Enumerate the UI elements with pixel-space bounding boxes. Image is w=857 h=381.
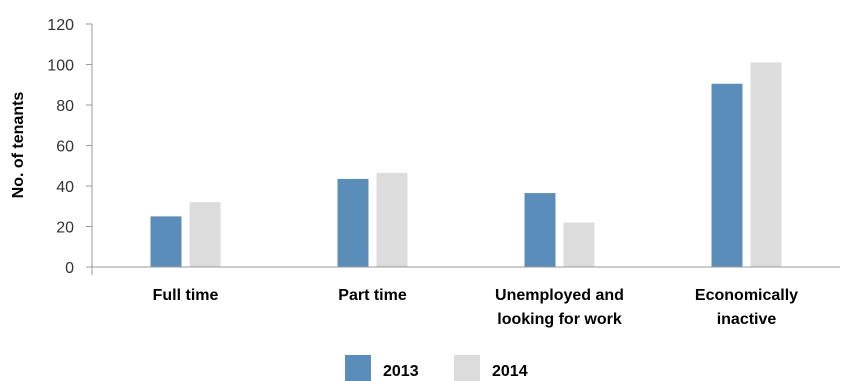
- bar-2014-3: [750, 62, 782, 267]
- x-category-label-line: Economically: [695, 287, 798, 304]
- legend-label-2014: 2014: [492, 363, 528, 380]
- y-axis: 0 20 40 60 80 100 120: [47, 17, 93, 277]
- legend-swatch-2013: [345, 355, 371, 381]
- y-tick-label: 0: [65, 260, 74, 277]
- y-axis-label: No. of tenants: [10, 92, 27, 199]
- y-tick-label: 120: [47, 17, 74, 34]
- y-tick-label: 100: [47, 58, 74, 75]
- x-category-label-line: inactive: [717, 311, 777, 328]
- legend: 2013 2014: [345, 355, 528, 381]
- bar-2014-0: [189, 202, 221, 267]
- bars: [150, 62, 782, 267]
- legend-swatch-2014: [454, 355, 480, 381]
- bar-2013-3: [711, 83, 743, 267]
- x-category-label-line: looking for work: [497, 311, 622, 328]
- x-category-label-line: Full time: [153, 287, 219, 304]
- x-category-label: Economically inactive: [695, 287, 798, 328]
- bar-2013-2: [524, 193, 556, 267]
- x-axis: Full time Part time Unemployed and looking …: [92, 266, 840, 328]
- y-tick-label: 60: [56, 139, 74, 156]
- bar-2014-1: [376, 172, 408, 267]
- legend-label-2013: 2013: [383, 363, 419, 380]
- x-category-label: Full time: [153, 287, 219, 304]
- x-category-label: Unemployed and looking for work: [495, 287, 624, 328]
- y-tick-label: 20: [56, 220, 74, 237]
- bar-2013-0: [150, 216, 182, 267]
- x-category-label-line: Part time: [338, 287, 407, 304]
- y-tick-label: 80: [56, 98, 74, 115]
- x-category-label-line: Unemployed and: [495, 287, 624, 304]
- y-tick-label: 40: [56, 179, 74, 196]
- x-category-label: Part time: [338, 287, 407, 304]
- bar-2014-2: [563, 222, 595, 267]
- bar-2013-1: [337, 178, 369, 267]
